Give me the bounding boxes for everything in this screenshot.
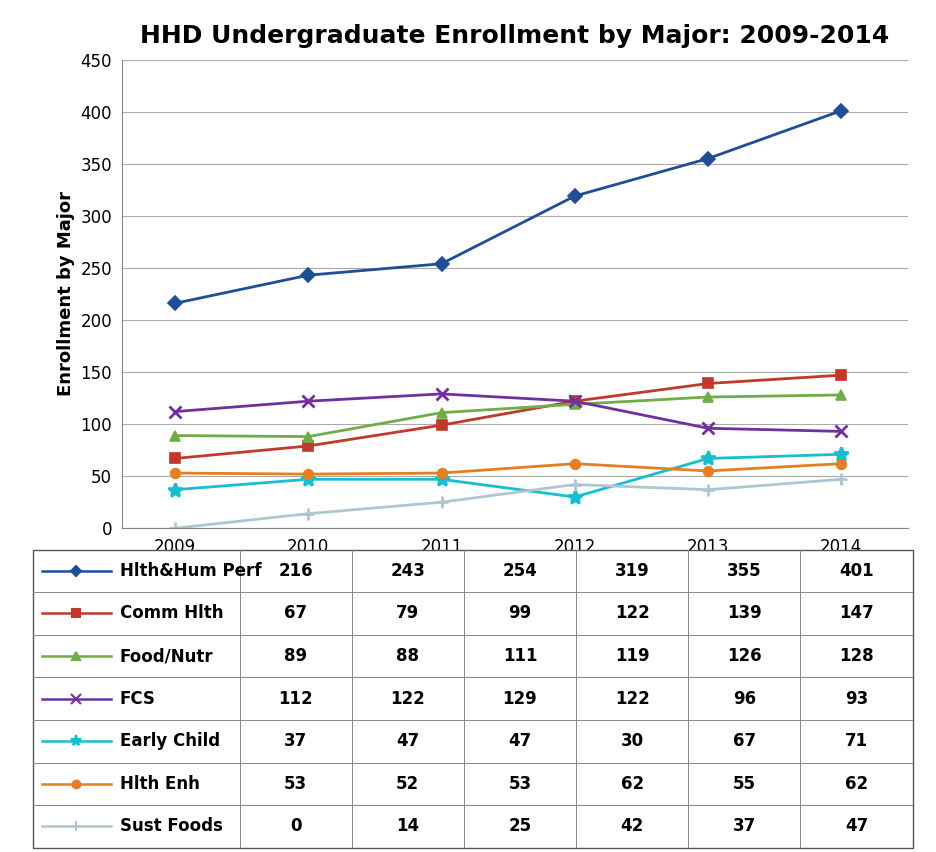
Text: 37: 37 <box>284 732 307 751</box>
Text: 67: 67 <box>733 732 756 751</box>
Text: 30: 30 <box>621 732 644 751</box>
Text: 53: 53 <box>284 774 307 793</box>
Text: 53: 53 <box>508 774 532 793</box>
Text: 147: 147 <box>840 604 874 623</box>
Text: 0: 0 <box>290 817 301 836</box>
Text: 67: 67 <box>284 604 307 623</box>
Text: 55: 55 <box>733 774 756 793</box>
Text: 14: 14 <box>396 817 419 836</box>
Text: 25: 25 <box>508 817 532 836</box>
Text: 96: 96 <box>733 689 756 708</box>
Title: HHD Undergraduate Enrollment by Major: 2009-2014: HHD Undergraduate Enrollment by Major: 2… <box>140 24 889 48</box>
Text: 99: 99 <box>508 604 532 623</box>
Text: 254: 254 <box>503 561 537 580</box>
Text: 62: 62 <box>845 774 868 793</box>
Text: 401: 401 <box>840 561 874 580</box>
Text: 79: 79 <box>396 604 419 623</box>
Text: 243: 243 <box>390 561 425 580</box>
Text: Comm Hlth: Comm Hlth <box>120 604 223 623</box>
Text: 112: 112 <box>278 689 313 708</box>
Text: 47: 47 <box>508 732 532 751</box>
Text: Sust Foods: Sust Foods <box>120 817 223 836</box>
Text: 62: 62 <box>621 774 644 793</box>
Text: 319: 319 <box>615 561 650 580</box>
Y-axis label: Enrollment by Major: Enrollment by Major <box>57 192 75 396</box>
Text: 216: 216 <box>278 561 313 580</box>
Text: 71: 71 <box>845 732 868 751</box>
Text: 37: 37 <box>733 817 756 836</box>
Text: 122: 122 <box>615 604 650 623</box>
Text: Early Child: Early Child <box>120 732 220 751</box>
Text: 111: 111 <box>503 647 537 665</box>
Text: 88: 88 <box>396 647 419 665</box>
Text: 47: 47 <box>396 732 419 751</box>
Text: 42: 42 <box>621 817 644 836</box>
Text: 139: 139 <box>727 604 762 623</box>
Text: 129: 129 <box>503 689 537 708</box>
Text: FCS: FCS <box>120 689 155 708</box>
Text: 93: 93 <box>845 689 868 708</box>
Text: Hlth&Hum Perf: Hlth&Hum Perf <box>120 561 261 580</box>
Text: 52: 52 <box>396 774 419 793</box>
Text: 47: 47 <box>845 817 868 836</box>
Text: Hlth Enh: Hlth Enh <box>120 774 199 793</box>
Text: 355: 355 <box>727 561 762 580</box>
Text: 122: 122 <box>390 689 425 708</box>
Text: 128: 128 <box>840 647 874 665</box>
Text: Food/Nutr: Food/Nutr <box>120 647 213 665</box>
Text: 126: 126 <box>727 647 762 665</box>
Text: 89: 89 <box>284 647 307 665</box>
Text: 122: 122 <box>615 689 650 708</box>
Text: 119: 119 <box>615 647 650 665</box>
